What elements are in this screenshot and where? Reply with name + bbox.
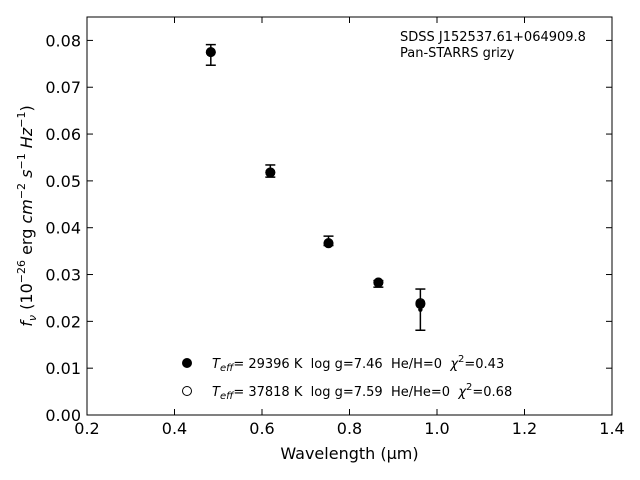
model-point-filled: [323, 238, 334, 249]
error-bars: [205, 43, 426, 331]
y-tick-labels: 0.00 0.01 0.02 0.03 0.04 0.05 0.06 0.07 0.08: [45, 31, 81, 425]
x-tick-label: 1.4: [599, 419, 624, 438]
annotation-object-name: SDSS J152537.61+064909.8: [400, 30, 586, 45]
x-tick-label: 1.0: [424, 419, 449, 438]
model-point-filled: [205, 47, 216, 58]
y-tick-label: 0.05: [45, 172, 81, 191]
y-tick-label: 0.04: [45, 219, 81, 238]
y-tick-label: 0.07: [45, 78, 81, 97]
axis-ticks: [86, 17, 613, 416]
x-tick-label: 0.8: [337, 419, 362, 438]
y-tick-label: 0.08: [45, 31, 81, 50]
legend-marker-open: [182, 386, 192, 396]
y-axis-label: fν (10−26 erg cm−2 s−1 Hz−1): [15, 105, 39, 326]
y-tick-label: 0.00: [45, 406, 81, 425]
y-tick-label: 0.02: [45, 312, 81, 331]
x-tick-label: 1.2: [512, 419, 537, 438]
annotation-photometry: Pan-STARRS grizy: [400, 46, 515, 61]
x-tick-label: 0.6: [249, 419, 274, 438]
x-axis-label: Wavelength (μm): [280, 444, 418, 463]
x-tick-labels: 0.2 0.4 0.6 0.8 1.0 1.2 1.4: [74, 419, 624, 438]
legend-1-teff: = 29396 K: [233, 357, 303, 372]
x-tick-label: 0.2: [74, 419, 99, 438]
model-point-filled: [265, 167, 276, 178]
legend-entry-2: Teff= 37818 K log g=7.59 He/He=0 χ2=0.68: [212, 382, 512, 402]
legend-2-teff: = 37818 K: [233, 385, 303, 400]
model-point-filled: [373, 277, 384, 288]
plot-frame: [86, 16, 613, 416]
y-tick-label: 0.06: [45, 125, 81, 144]
legend-1-rest: log g=7.46 He/H=0: [302, 357, 450, 372]
legend-1-chi: =0.43: [464, 357, 504, 372]
legend-2-chi: =0.68: [472, 385, 512, 400]
legend-entry-1: Teff= 29396 K log g=7.46 He/H=0 χ2=0.43: [212, 354, 504, 374]
legend-marker-filled: [182, 358, 192, 368]
data-points: [205, 47, 426, 310]
legend: Teff= 29396 K log g=7.46 He/H=0 χ2=0.43 …: [182, 354, 512, 402]
x-tick-label: 0.4: [162, 419, 187, 438]
y-tick-label: 0.03: [45, 266, 81, 285]
y-tick-label: 0.01: [45, 359, 81, 378]
legend-2-rest: log g=7.59 He/He=0: [302, 385, 458, 400]
model-point-filled: [415, 299, 426, 310]
